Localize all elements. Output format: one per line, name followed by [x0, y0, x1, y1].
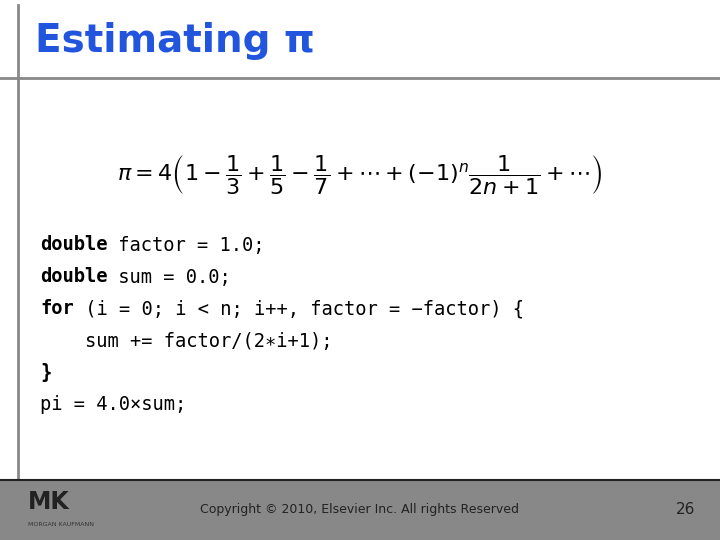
Text: 26: 26: [675, 503, 695, 517]
Text: $\pi = 4 \left( 1 - \dfrac{1}{3} + \dfrac{1}{5} - \dfrac{1}{7}+ \cdots + (-1)^n : $\pi = 4 \left( 1 - \dfrac{1}{3} + \dfra…: [117, 153, 603, 197]
Text: sum += factor/(2∗i+1);: sum += factor/(2∗i+1);: [40, 332, 333, 350]
FancyBboxPatch shape: [0, 480, 720, 540]
Text: sum = 0.0;: sum = 0.0;: [107, 267, 231, 287]
Text: Estimating π: Estimating π: [35, 22, 315, 60]
Text: }: }: [40, 363, 51, 382]
Text: Copyright © 2010, Elsevier Inc. All rights Reserved: Copyright © 2010, Elsevier Inc. All righ…: [200, 503, 520, 516]
Text: pi = 4.0×sum;: pi = 4.0×sum;: [40, 395, 186, 415]
Text: MK: MK: [28, 490, 70, 514]
Text: double: double: [40, 235, 107, 254]
Text: factor = 1.0;: factor = 1.0;: [107, 235, 265, 254]
Text: MORGAN KAUFMANN: MORGAN KAUFMANN: [28, 522, 94, 526]
Text: (i = 0; i < n; i++, factor = −factor) {: (i = 0; i < n; i++, factor = −factor) {: [73, 300, 523, 319]
Text: double: double: [40, 267, 107, 287]
Text: for: for: [40, 300, 73, 319]
